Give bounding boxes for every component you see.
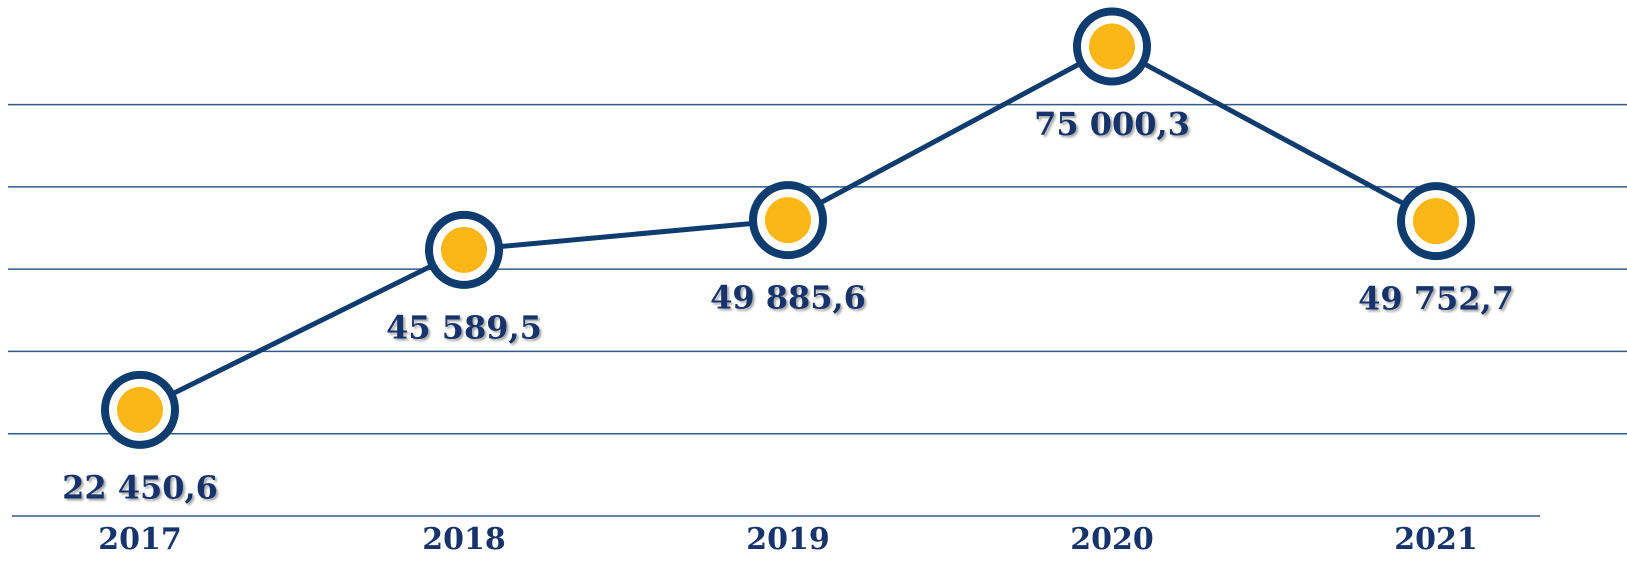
marker: [441, 226, 487, 273]
x-tick-label: 2017: [98, 522, 182, 557]
data-label: 22 450,6: [62, 468, 218, 506]
marker: [765, 197, 811, 244]
marker: [1413, 198, 1459, 245]
marker: [117, 386, 163, 433]
data-label: 49 885,6: [710, 279, 866, 317]
x-tick-label: 2019: [746, 522, 830, 557]
x-tick-label: 2018: [422, 522, 506, 557]
data-label: 49 752,7: [1358, 280, 1514, 318]
marker: [1089, 23, 1135, 70]
x-tick-label: 2021: [1394, 522, 1478, 557]
data-label: 75 000,3: [1034, 105, 1190, 143]
x-tick-label: 2020: [1070, 522, 1154, 557]
data-label: 45 589,5: [386, 308, 542, 346]
